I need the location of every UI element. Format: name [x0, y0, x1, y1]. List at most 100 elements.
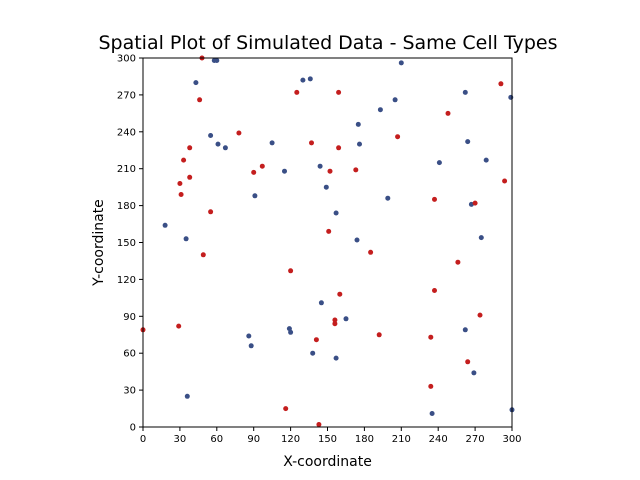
- data-point-series2-31: [477, 312, 483, 318]
- data-point-series2-3: [294, 89, 300, 95]
- data-point-series1-5: [307, 76, 313, 82]
- data-point-series2-13: [259, 163, 265, 169]
- data-point-series2-19: [502, 178, 508, 184]
- data-point-series1-14: [222, 145, 228, 151]
- data-point-series2-17: [187, 174, 193, 180]
- data-point-series1-29: [354, 237, 360, 243]
- data-point-series2-11: [187, 145, 193, 151]
- data-point-series2-29: [432, 288, 437, 293]
- data-point-series2-27: [455, 259, 461, 265]
- data-point-series2-7: [236, 130, 242, 136]
- x-axis-label: X-coordinate: [283, 454, 372, 470]
- data-point-series1-27: [162, 222, 168, 228]
- y-tick-label: 210: [117, 164, 136, 175]
- y-tick-label: 150: [117, 238, 136, 249]
- x-axis: 0 30 60 90 120 150 180 210 240 270 300: [140, 427, 522, 445]
- data-point-series2-2: [498, 81, 504, 87]
- data-point-series2-15: [327, 168, 333, 174]
- data-point-series2-40: [428, 383, 434, 389]
- data-point-series1-30: [478, 235, 484, 241]
- data-point-series2-42: [316, 422, 322, 427]
- data-point-series1-36: [246, 333, 252, 339]
- data-point-series1-23: [252, 193, 258, 199]
- data-point-series1-32: [343, 316, 349, 322]
- y-tick-label: 120: [117, 275, 136, 286]
- y-tick-label: 300: [117, 54, 136, 65]
- y-tick-label: 90: [123, 312, 136, 323]
- data-point-series2-30: [337, 291, 343, 297]
- data-point-series1-35: [462, 327, 468, 333]
- data-point-series1-7: [462, 89, 468, 95]
- data-point-series1-6: [398, 60, 404, 66]
- y-tick-label: 60: [123, 349, 136, 360]
- x-tick-label: 240: [429, 434, 448, 445]
- x-tick-label: 180: [355, 434, 374, 445]
- data-point-series1-19: [317, 163, 323, 169]
- y-axis-label: Y-coordinate: [91, 199, 107, 287]
- x-tick-label: 30: [174, 434, 187, 445]
- data-point-series2-41: [283, 406, 289, 412]
- data-point-series1-2: [214, 58, 220, 63]
- x-tick-label: 90: [247, 434, 260, 445]
- data-point-series2-12: [181, 157, 187, 163]
- data-point-series2-26: [200, 252, 206, 258]
- data-point-series1-28: [183, 236, 189, 242]
- y-tick-label: 270: [117, 90, 136, 101]
- y-axis: 0 30 60 90 120 150 180 210 240 270 300: [117, 54, 143, 434]
- data-point-series1-38: [310, 350, 316, 356]
- y-tick-label: 180: [117, 201, 136, 212]
- data-point-series2-18: [177, 181, 183, 186]
- data-point-series1-24: [385, 195, 391, 201]
- data-point-series1-3: [193, 80, 199, 86]
- data-point-series2-4: [336, 89, 342, 95]
- data-point-series1-26: [333, 210, 339, 216]
- data-point-series2-9: [309, 140, 314, 146]
- data-point-series1-22: [323, 184, 329, 190]
- data-point-series2-23: [208, 209, 214, 215]
- data-point-series1-31: [318, 300, 324, 306]
- plot-area: [140, 55, 515, 427]
- x-tick-label: 270: [466, 434, 485, 445]
- data-point-series2-36: [376, 332, 382, 338]
- data-point-series1-21: [483, 157, 489, 163]
- data-point-series1-37: [248, 343, 254, 349]
- data-point-series1-15: [269, 140, 275, 146]
- data-point-series1-20: [282, 168, 287, 174]
- x-tick-label: 150: [318, 434, 337, 445]
- data-point-series1-9: [392, 97, 398, 103]
- data-point-series2-37: [428, 334, 434, 340]
- data-point-series1-12: [208, 133, 214, 138]
- data-point-series2-25: [368, 249, 374, 255]
- data-point-series2-5: [197, 97, 203, 103]
- data-point-series1-10: [377, 107, 383, 113]
- data-point-series1-18: [436, 160, 442, 166]
- data-point-series2-20: [178, 192, 184, 197]
- data-point-series1-39: [333, 355, 339, 361]
- x-tick-label: 60: [210, 434, 223, 445]
- chart-title: Spatial Plot of Simulated Data - Same Ce…: [98, 32, 557, 54]
- data-point-series1-17: [465, 139, 471, 145]
- data-point-series2-16: [353, 167, 359, 173]
- data-point-series1-34: [288, 329, 294, 335]
- data-point-series2-8: [395, 134, 401, 140]
- data-point-series1-8: [508, 94, 514, 100]
- data-point-series1-13: [215, 141, 221, 147]
- data-point-series2-38: [313, 337, 319, 343]
- data-point-series1-4: [300, 77, 306, 83]
- y-tick-label: 0: [130, 423, 136, 434]
- x-tick-label: 210: [392, 434, 411, 445]
- data-point-series2-32: [332, 317, 338, 323]
- data-point-series1-40: [471, 370, 477, 376]
- data-point-series2-24: [326, 228, 332, 234]
- data-point-series2-34: [176, 323, 182, 329]
- data-point-series2-14: [251, 169, 257, 175]
- data-point-series2-33: [332, 321, 338, 327]
- data-point-series2-28: [288, 268, 294, 274]
- data-point-series1-41: [184, 393, 190, 399]
- x-tick-label: 300: [502, 434, 521, 445]
- data-point-series2-22: [472, 200, 478, 206]
- data-point-series2-39: [465, 359, 471, 365]
- data-point-series2-6: [445, 110, 451, 116]
- x-tick-label: 0: [140, 434, 146, 445]
